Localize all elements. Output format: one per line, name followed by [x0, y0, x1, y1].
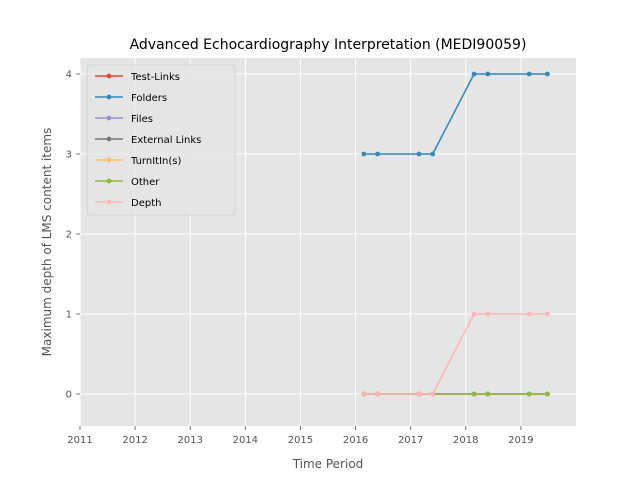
legend-marker [106, 73, 112, 79]
legend-marker [106, 115, 112, 121]
data-point-other [471, 391, 477, 397]
data-point-folders [375, 151, 380, 157]
data-point-depth [526, 311, 532, 317]
legend-item-external-links: External Links [95, 135, 201, 146]
data-point-depth [471, 311, 477, 317]
y-tick-label: 2 [66, 230, 72, 241]
x-axis-ticks: 2011 2012 2013 2014 2015 2016 2017 2018 2019 [67, 426, 534, 446]
x-axis-label: Time Period [292, 457, 364, 471]
y-tick-label: 4 [66, 70, 72, 81]
legend-item-turnitin-s: TurnItIn(s) [95, 156, 181, 167]
data-point-folders [471, 71, 477, 77]
data-point-folders [544, 71, 550, 77]
legend-marker [106, 157, 112, 163]
legend-label: Folders [131, 93, 167, 104]
x-tick-label: 2015 [288, 435, 313, 446]
y-axis-ticks: 0 1 2 3 4 [66, 70, 80, 401]
data-point-depth [485, 311, 491, 317]
y-tick-label: 3 [66, 150, 72, 161]
data-point-depth [361, 391, 367, 397]
data-point-folders [485, 71, 491, 77]
y-axis-label: Maximum depth of LMS content items [40, 128, 54, 357]
legend-label: TurnItIn(s) [130, 156, 181, 167]
data-point-other [485, 391, 491, 397]
legend: Test-Links Folders Files External Links Turn… [86, 64, 236, 216]
series-line-depth [363, 313, 548, 395]
legend-label: Depth [131, 198, 161, 209]
legend-marker [106, 199, 112, 205]
legend-item-test-links: Test-Links [95, 72, 180, 83]
data-point-other [544, 391, 550, 397]
data-point-folders [526, 71, 532, 77]
x-tick-label: 2016 [343, 435, 368, 446]
x-tick-label: 2011 [67, 435, 92, 446]
legend-label: Other [131, 177, 160, 188]
x-tick-label: 2014 [233, 435, 258, 446]
data-point-folders [361, 151, 367, 157]
legend-item-files: Files [95, 114, 153, 125]
x-tick-label: 2013 [177, 435, 202, 446]
series-depth [361, 311, 550, 397]
x-tick-label: 2017 [398, 435, 423, 446]
legend-item-depth: Depth [95, 198, 161, 209]
legend-marker [106, 178, 112, 184]
data-point-depth [544, 311, 550, 317]
legend-label: External Links [131, 135, 201, 146]
series-folders [361, 71, 550, 157]
x-tick-label: 2018 [453, 435, 478, 446]
data-point-depth [375, 391, 380, 397]
legend-label: Test-Links [130, 72, 180, 83]
legend-marker [106, 94, 112, 100]
y-tick-label: 1 [66, 310, 72, 321]
data-point-other [526, 391, 532, 397]
data-point-depth [416, 391, 422, 397]
series-lines [361, 71, 550, 397]
legend-frame [86, 64, 236, 216]
x-tick-label: 2019 [508, 435, 533, 446]
legend-label: Files [131, 114, 153, 125]
series-line-folders [363, 73, 548, 155]
data-point-folders [430, 151, 436, 157]
data-point-folders [416, 151, 422, 157]
data-point-depth [430, 391, 436, 397]
y-tick-label: 0 [66, 390, 72, 401]
x-tick-label: 2012 [122, 435, 147, 446]
legend-item-other: Other [95, 177, 160, 188]
chart-title: Advanced Echocardiography Interpretation… [130, 37, 527, 53]
legend-marker [106, 136, 112, 142]
legend-item-folders: Folders [95, 93, 167, 104]
